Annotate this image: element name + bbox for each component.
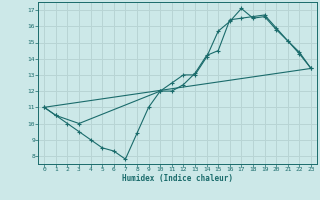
X-axis label: Humidex (Indice chaleur): Humidex (Indice chaleur) (122, 174, 233, 183)
